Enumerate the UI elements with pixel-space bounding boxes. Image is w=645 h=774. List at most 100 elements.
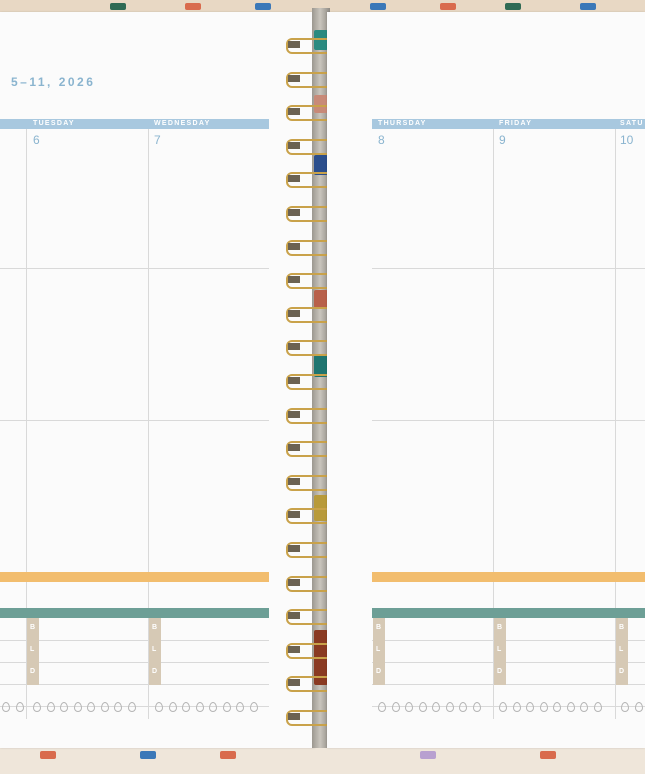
ring-shadow [288, 410, 300, 418]
water-drop-icon [2, 702, 10, 712]
cover-pattern-mark [140, 751, 156, 759]
row-divider [0, 420, 269, 421]
ring-shadow [288, 377, 300, 384]
ring-shadow [288, 41, 300, 48]
right-page: THURSDAY FRIDAY SATU 8 9 10 B L D B L D … [327, 12, 645, 748]
water-drop-icon [526, 702, 534, 712]
meal-dinner-label: D [497, 668, 503, 675]
meal-dinner-label: D [619, 668, 625, 675]
water-drop-icon [33, 702, 41, 712]
ring-shadow [288, 645, 300, 653]
water-drop-icon [405, 702, 413, 712]
water-drop-icon [155, 702, 163, 712]
cover-tab-mark [314, 355, 328, 377]
meal-breakfast-label: B [619, 624, 625, 631]
meal-lunch-label: L [497, 646, 502, 653]
meal-breakfast-label: B [30, 624, 36, 631]
spiral-gutter [312, 8, 330, 748]
column-divider [148, 129, 149, 719]
row-divider [372, 268, 645, 269]
meal-lunch-label: L [152, 646, 157, 653]
right-day-header-bar [372, 119, 645, 129]
cover-pattern-mark [370, 3, 386, 10]
ring-shadow [288, 545, 300, 552]
water-drop-icon [432, 702, 440, 712]
meal-lunch-label: L [619, 646, 624, 653]
day-label-thursday: THURSDAY [378, 120, 427, 127]
ring-shadow [288, 713, 300, 720]
cover-tab-mark [314, 30, 328, 50]
water-drop-icon [236, 702, 244, 712]
day-number-thursday: 8 [378, 133, 385, 147]
water-drop-icon [87, 702, 95, 712]
water-drop-icon [195, 702, 204, 712]
cover-pattern-mark [580, 3, 596, 10]
day-label-friday: FRIDAY [499, 120, 533, 127]
water-drop-icon [60, 702, 68, 712]
day-label-saturday: SATU [620, 120, 644, 127]
ring-shadow [288, 175, 300, 183]
water-drop-icon [499, 702, 507, 712]
water-drop-icon [46, 702, 55, 712]
water-drop-icon [114, 702, 122, 712]
meal-line [372, 662, 645, 663]
meal-tab [616, 618, 628, 685]
ring-shadow [288, 141, 300, 149]
water-drop-icon [539, 702, 548, 712]
column-divider [493, 129, 494, 719]
ring-shadow [288, 242, 300, 250]
meal-breakfast-label: B [376, 624, 382, 631]
day-number-saturday: 10 [620, 133, 634, 147]
water-drop-icon [512, 702, 521, 712]
cover-pattern-mark [40, 751, 56, 759]
cover-pattern-mark [505, 3, 521, 10]
day-number-tuesday: 6 [33, 133, 40, 147]
water-drop-icon [418, 702, 427, 712]
ring-shadow [288, 343, 300, 351]
meal-line [372, 640, 645, 641]
cover-pattern-mark [185, 3, 201, 10]
meal-tab [27, 618, 39, 685]
meal-dinner-label: D [152, 668, 158, 675]
water-drop-icon [249, 702, 258, 712]
meal-dinner-label: D [376, 668, 382, 675]
cover-bottom-edge [0, 746, 645, 774]
meal-line [0, 684, 269, 685]
water-drop-icon [580, 702, 588, 712]
meal-lunch-label: L [376, 646, 381, 653]
water-drop-icon [378, 702, 386, 712]
cover-tab-mark [314, 290, 328, 308]
left-day-header-bar [0, 119, 269, 129]
meal-line [0, 662, 269, 663]
water-drop-icon [634, 702, 643, 712]
meal-breakfast-label: B [497, 624, 503, 631]
cover-pattern-mark [220, 751, 236, 759]
ring-shadow [288, 578, 300, 586]
cover-top-edge [0, 0, 645, 12]
ring-shadow [288, 679, 300, 687]
ring-shadow [288, 108, 300, 116]
water-drop-icon [445, 702, 454, 712]
water-drop-icon [472, 702, 481, 712]
water-drop-icon [593, 702, 602, 712]
orange-band [372, 572, 645, 582]
meal-dinner-label: D [30, 668, 36, 675]
meal-line [372, 706, 645, 707]
column-divider [26, 129, 27, 719]
water-drop-icon [209, 702, 217, 712]
meal-breakfast-label: B [152, 624, 158, 631]
day-number-wednesday: 7 [154, 133, 161, 147]
orange-band [0, 572, 269, 582]
meal-line [372, 684, 645, 685]
water-drop-icon [100, 702, 109, 712]
cover-pattern-mark [440, 3, 456, 10]
cover-tab-mark [314, 155, 328, 175]
ring-shadow [288, 444, 300, 452]
meal-lunch-label: L [30, 646, 35, 653]
water-drop-icon [15, 702, 24, 712]
water-drop-icon [553, 702, 561, 712]
water-drop-icon [182, 702, 190, 712]
meal-line [0, 640, 269, 641]
cover-tab-mark [314, 495, 328, 521]
row-divider [372, 420, 645, 421]
